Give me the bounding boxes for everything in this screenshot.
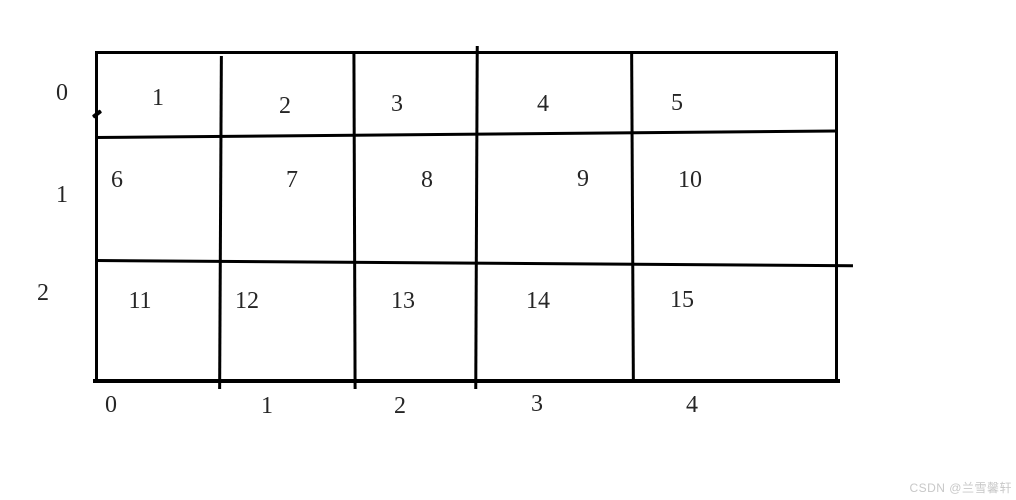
grid-col-divider-3 bbox=[474, 45, 479, 390]
cell-value-5: 5 bbox=[671, 90, 683, 116]
row-label-0: 0 bbox=[56, 80, 68, 106]
cell-value-15: 15 bbox=[670, 287, 694, 313]
grid-col-divider-2 bbox=[352, 50, 357, 390]
cell-value-9: 9 bbox=[577, 166, 589, 192]
col-label-0: 0 bbox=[105, 392, 117, 418]
grid-bottom-border bbox=[93, 379, 840, 383]
cell-value-7: 7 bbox=[286, 167, 298, 193]
col-label-1: 1 bbox=[261, 393, 273, 419]
cell-value-12: 12 bbox=[235, 288, 259, 314]
row-label-2: 2 bbox=[37, 280, 49, 306]
grid-right-border bbox=[835, 51, 838, 382]
cell-value-2: 2 bbox=[279, 93, 291, 119]
csdn-watermark: CSDN @兰雪馨轩 bbox=[909, 481, 1012, 495]
grid-row-divider-1 bbox=[94, 129, 836, 139]
cell-value-8: 8 bbox=[421, 167, 433, 193]
cell-value-1: 1 bbox=[152, 85, 164, 111]
grid-left-border bbox=[95, 51, 98, 382]
grid-col-divider-1 bbox=[218, 55, 223, 390]
row-label-1: 1 bbox=[56, 182, 68, 208]
cell-value-14: 14 bbox=[526, 288, 550, 314]
col-label-3: 3 bbox=[531, 391, 543, 417]
grid-col-divider-4 bbox=[630, 50, 635, 383]
cell-value-6: 6 bbox=[111, 167, 123, 193]
col-label-2: 2 bbox=[394, 393, 406, 419]
cell-value-13: 13 bbox=[391, 288, 415, 314]
col-label-4: 4 bbox=[686, 392, 698, 418]
cell-value-11: 11 bbox=[128, 288, 152, 314]
cell-value-10: 10 bbox=[678, 167, 702, 193]
cell-value-3: 3 bbox=[391, 91, 403, 117]
cell-value-4: 4 bbox=[537, 91, 549, 117]
grid-top-border bbox=[95, 51, 838, 54]
